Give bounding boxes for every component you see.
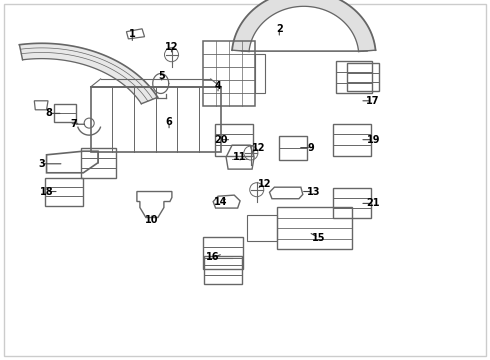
Text: 20: 20 — [214, 135, 227, 145]
Text: 12: 12 — [258, 179, 271, 189]
Bar — [80, 148, 116, 178]
Bar — [255, 54, 266, 93]
Bar — [346, 63, 379, 91]
Polygon shape — [232, 0, 375, 51]
Text: 11: 11 — [233, 152, 247, 162]
Bar — [279, 136, 307, 159]
Text: 12: 12 — [252, 143, 266, 153]
Text: 3: 3 — [38, 159, 45, 169]
Bar — [247, 215, 277, 241]
Bar — [333, 188, 371, 219]
Text: 17: 17 — [366, 96, 379, 106]
Text: 19: 19 — [367, 135, 380, 145]
Text: 2: 2 — [276, 24, 283, 34]
Text: 18: 18 — [40, 186, 53, 197]
Text: 16: 16 — [206, 252, 220, 262]
Bar — [54, 104, 75, 122]
Text: 1: 1 — [129, 29, 136, 39]
Text: 5: 5 — [158, 71, 165, 81]
Text: 9: 9 — [308, 143, 315, 153]
Bar — [333, 124, 371, 156]
Text: 14: 14 — [214, 197, 227, 207]
Bar — [277, 207, 352, 249]
Text: 15: 15 — [312, 233, 325, 243]
Bar — [91, 87, 220, 152]
Polygon shape — [20, 43, 158, 104]
Text: 6: 6 — [166, 117, 172, 127]
Text: 4: 4 — [215, 81, 221, 91]
Text: 10: 10 — [145, 215, 159, 225]
Text: 21: 21 — [367, 198, 380, 208]
Text: 7: 7 — [70, 119, 77, 129]
Bar — [204, 256, 242, 284]
Bar — [45, 177, 83, 206]
Text: 8: 8 — [46, 108, 52, 118]
Text: 13: 13 — [307, 186, 320, 197]
Text: 12: 12 — [165, 42, 178, 52]
Bar — [203, 41, 255, 106]
Bar — [215, 124, 253, 156]
Bar — [336, 62, 372, 93]
Bar — [203, 237, 243, 269]
